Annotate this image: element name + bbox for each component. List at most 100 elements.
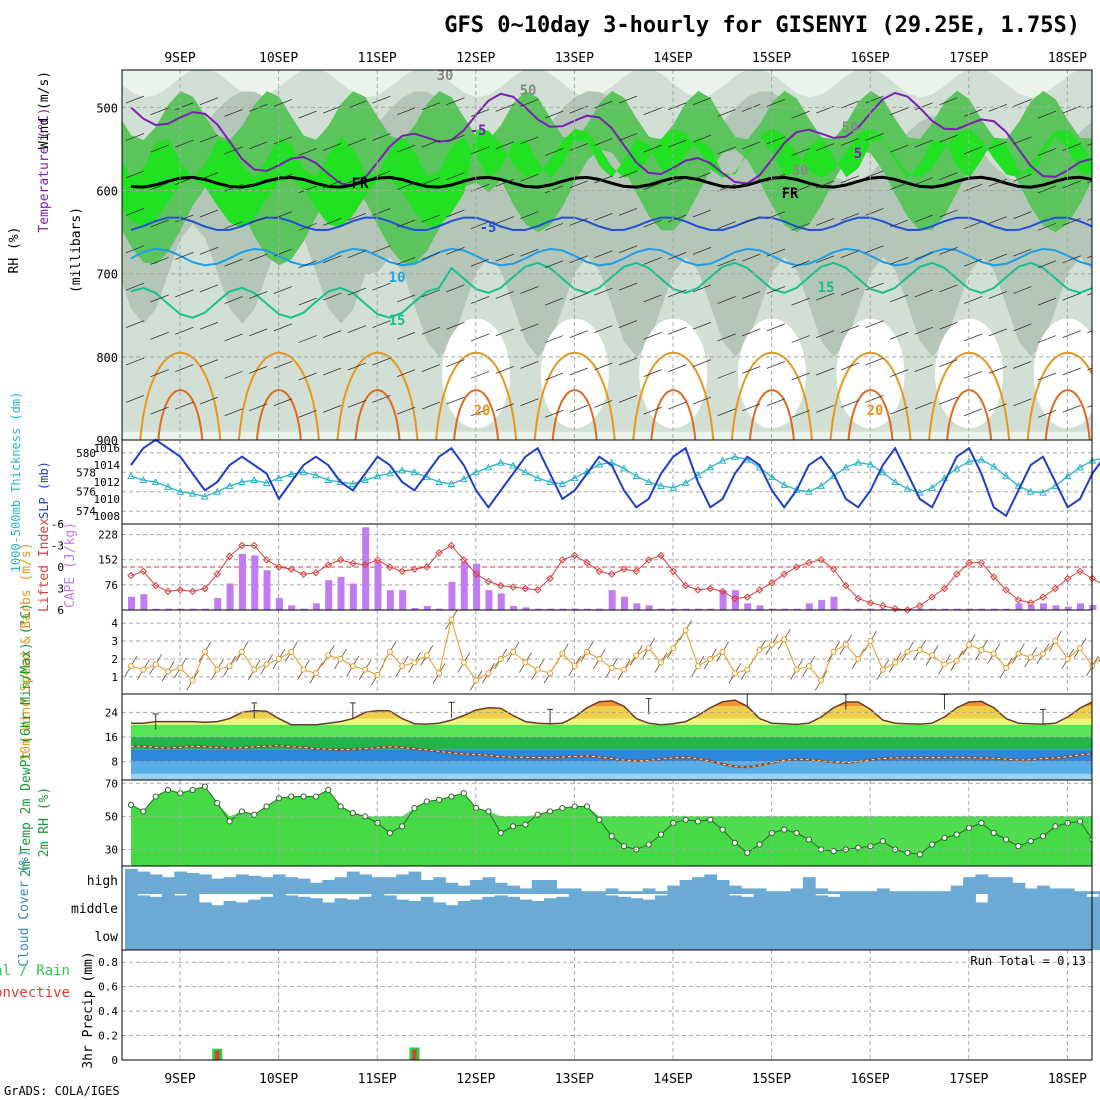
rh-2m-marker [990, 829, 997, 837]
temp-contour-25 [1044, 389, 1091, 440]
cloud-cell-high [802, 877, 816, 894]
wind-10m-marker [263, 661, 270, 668]
cloud-cell-high [691, 877, 705, 894]
cloud-cell-middle [889, 894, 902, 922]
wind-barb [544, 335, 564, 343]
rh-2m-marker [497, 829, 504, 837]
temp-color-band [122, 724, 1092, 737]
wind-barb [446, 359, 465, 368]
wind-barb [890, 331, 909, 340]
wind-barb [963, 183, 983, 192]
rh-2m-marker [300, 793, 307, 800]
cloud-cell-middle [913, 894, 927, 922]
rh-2m-marker [596, 816, 603, 823]
wind-10m-marker [633, 652, 640, 659]
wind-barb [323, 143, 342, 151]
cape-bar [411, 608, 419, 610]
lifted-index-marker [990, 573, 998, 581]
cloud-cell-low [778, 922, 792, 950]
cloud-cell-middle [396, 899, 409, 922]
thickness-marker [1063, 472, 1072, 480]
contour-label: -5 [470, 123, 487, 139]
cloud-cell-low [790, 922, 804, 950]
lifted-index-marker [1063, 574, 1072, 583]
cloud-cell-middle [1000, 894, 1013, 922]
wind-barb [1013, 323, 1032, 332]
cape-bar [608, 590, 616, 610]
cape-bar [559, 608, 567, 610]
cloud-axis-label: Cloud Cover (%) [17, 849, 32, 966]
cloud-cell-high [901, 891, 915, 894]
lifted-index-marker [879, 601, 887, 610]
thickness-marker [225, 481, 234, 489]
cloud-cell-high [654, 891, 668, 894]
wind-barb [372, 395, 391, 403]
wind-barb [988, 328, 1007, 337]
wind-barb [125, 395, 145, 403]
wind-barb [298, 297, 317, 306]
cape-bar [547, 608, 555, 610]
wind-10m-marker [374, 672, 381, 679]
temp-color-band [122, 737, 1092, 750]
wind-barb [963, 221, 983, 230]
cloud-cell-low [507, 922, 520, 950]
wind-barb [273, 286, 293, 294]
wind-barb [692, 359, 712, 368]
wind-10m-marker [1015, 650, 1022, 657]
rh-2m-marker [522, 821, 529, 828]
cloud-cell-high [396, 874, 409, 894]
cloud-cell-middle [765, 894, 779, 922]
wind-barb [618, 320, 638, 328]
wind-10m-marker [201, 648, 208, 655]
rh-2m-marker [263, 803, 270, 810]
wind-10m-marker [238, 648, 245, 655]
lifted-index-marker [336, 556, 345, 564]
wind-barb [298, 110, 317, 119]
cloud-cell-low [987, 922, 1001, 950]
cape-bar [867, 608, 875, 610]
temp-tick-label: 16 [105, 731, 118, 744]
wind-barb [273, 136, 293, 145]
thickness-marker [1039, 488, 1047, 496]
cloud-cell-middle [507, 896, 520, 922]
credit-label: GrADS: COLA/IGES [4, 1084, 120, 1098]
cloud-cell-low [186, 922, 200, 950]
wind-barb [717, 109, 736, 117]
lifted-index-marker [188, 587, 197, 596]
thickness-tick-label: 580 [76, 447, 96, 460]
cloud-cell-middle [544, 898, 557, 922]
cloud-cell-high [630, 891, 644, 894]
wind-barb [643, 107, 662, 116]
cape-bar [682, 608, 690, 610]
cloud-cell-middle [137, 895, 151, 922]
wind-barb [372, 207, 391, 216]
wind-barb [692, 284, 712, 293]
wind-10m-marker [423, 652, 430, 659]
rh-2m-marker [978, 819, 985, 827]
rh-2m-marker [805, 836, 812, 843]
cloud-cell-low [618, 922, 631, 950]
wind-barb [544, 222, 564, 231]
rh-2m-marker [1015, 843, 1022, 850]
thickness-marker [546, 477, 554, 485]
wind-barb [495, 104, 514, 112]
wind-10m-marker [460, 659, 467, 666]
thickness-marker [669, 483, 678, 491]
cape-bar [744, 603, 752, 610]
wind-10m-marker [534, 666, 541, 673]
lifted-index-marker [521, 584, 530, 593]
wind-barb [1037, 335, 1057, 343]
wind-tick-label: 2 [111, 653, 118, 666]
wind-barb [175, 177, 194, 185]
thickness-marker [657, 481, 665, 489]
wind-barb [1013, 99, 1032, 107]
wind-barb [692, 396, 712, 405]
cloud-cell-middle [864, 894, 878, 922]
cape-axis-label: CAPE (J/kg) [63, 522, 78, 608]
thickness-marker [891, 477, 899, 485]
lifted-index-marker [743, 593, 751, 601]
temp-color-band [122, 718, 1092, 725]
wind-barb [298, 410, 317, 418]
wind-barb [125, 245, 145, 254]
wind-barb [150, 107, 169, 116]
